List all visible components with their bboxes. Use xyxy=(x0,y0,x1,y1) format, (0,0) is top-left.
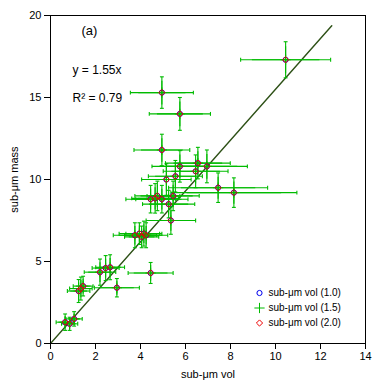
svg-text:R² = 0.79: R² = 0.79 xyxy=(73,91,123,105)
svg-text:y = 1.55x: y = 1.55x xyxy=(73,63,122,77)
svg-text:sub-μm vol (1.0): sub-μm vol (1.0) xyxy=(269,287,341,298)
svg-text:0: 0 xyxy=(47,350,53,362)
svg-text:4: 4 xyxy=(137,350,143,362)
svg-text:15: 15 xyxy=(29,91,41,103)
svg-text:20: 20 xyxy=(29,9,41,21)
svg-text:sub-μm vol (2.0): sub-μm vol (2.0) xyxy=(269,317,341,328)
svg-text:10: 10 xyxy=(29,173,41,185)
svg-text:5: 5 xyxy=(35,255,41,267)
svg-text:8: 8 xyxy=(227,350,233,362)
svg-text:2: 2 xyxy=(92,350,98,362)
svg-text:(a): (a) xyxy=(82,23,98,38)
svg-text:sub-μm vol: sub-μm vol xyxy=(181,368,235,380)
svg-text:sub-μm mass: sub-μm mass xyxy=(8,146,20,213)
svg-text:sub-μm vol (1.5): sub-μm vol (1.5) xyxy=(269,302,341,313)
svg-text:0: 0 xyxy=(35,337,41,349)
svg-text:14: 14 xyxy=(359,350,371,362)
svg-text:12: 12 xyxy=(314,350,326,362)
svg-text:6: 6 xyxy=(182,350,188,362)
svg-text:10: 10 xyxy=(269,350,281,362)
